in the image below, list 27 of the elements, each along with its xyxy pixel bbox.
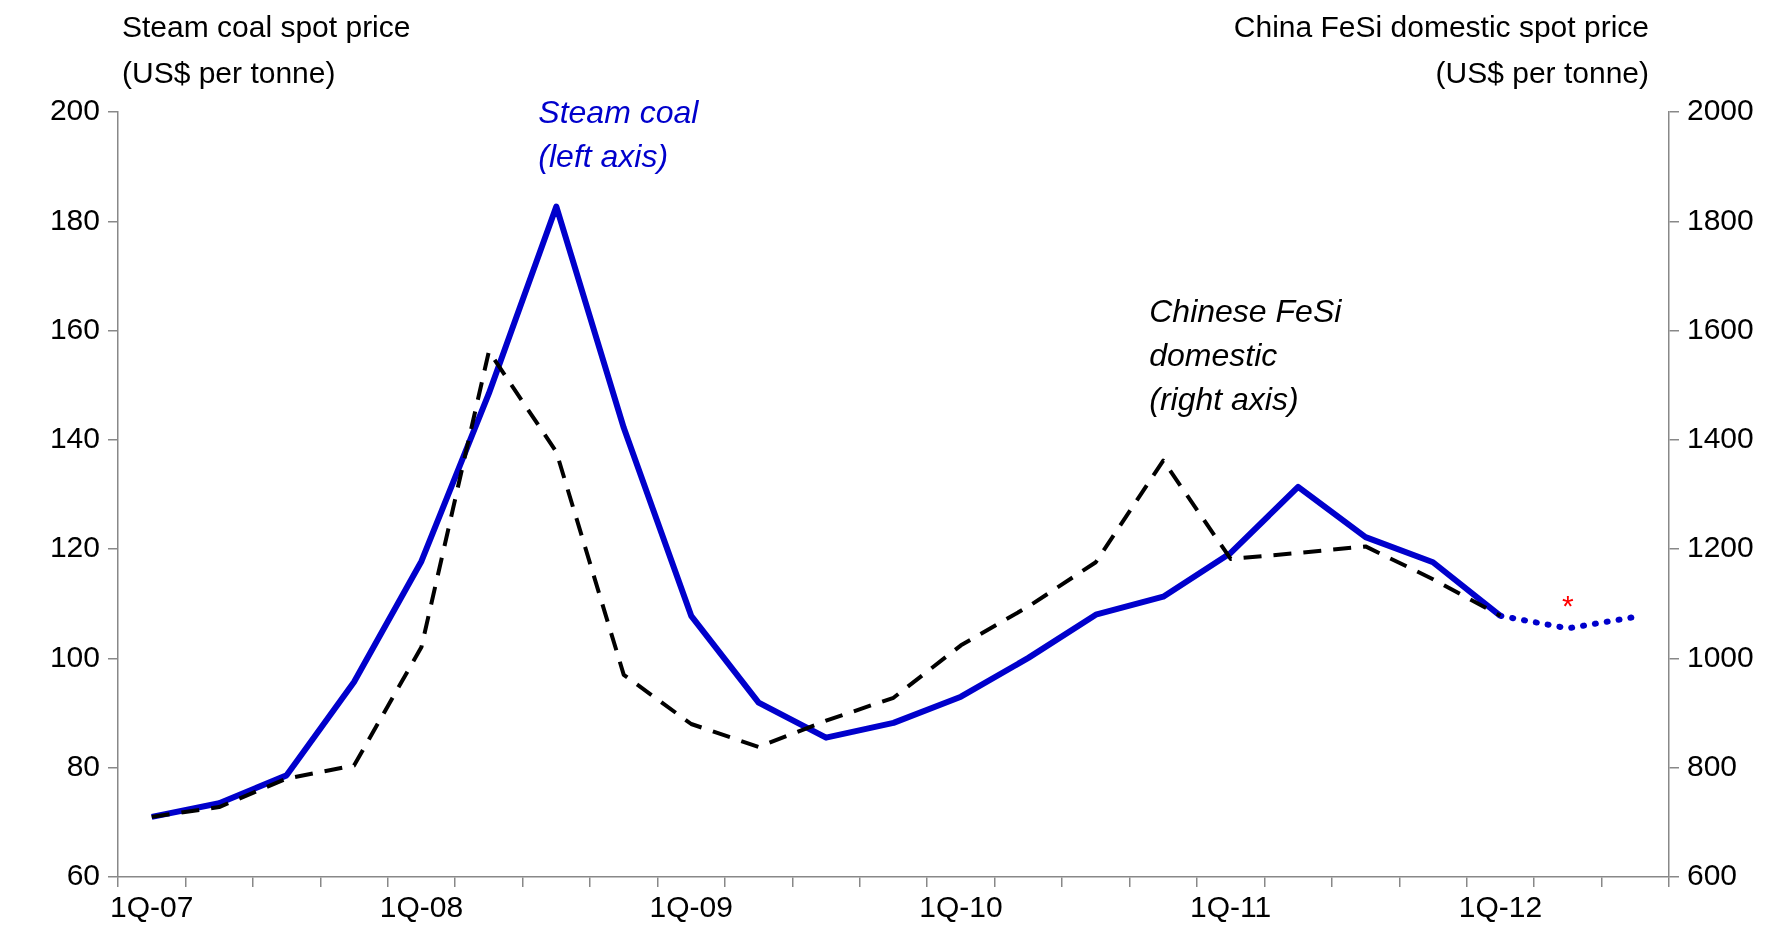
annotation: * bbox=[1562, 588, 1574, 622]
y2-tick-label: 1400 bbox=[1687, 421, 1754, 455]
y2-tick-label: 1000 bbox=[1687, 639, 1754, 673]
series-label: Chinese FeSi domestic (right axis) bbox=[1149, 292, 1343, 417]
y2-tick-label: 1800 bbox=[1687, 202, 1754, 236]
y-tick-label: 160 bbox=[49, 311, 100, 345]
x-tick-label: 1Q-08 bbox=[379, 890, 464, 924]
y-tick-label: 120 bbox=[49, 530, 100, 564]
y2-tick-label: 2000 bbox=[1687, 93, 1754, 127]
y-axis-title: Steam coal spot price (US$ per tonne) bbox=[122, 10, 411, 90]
x-tick-label: 1Q-10 bbox=[919, 890, 1003, 924]
series-label: Steam coal (left axis) bbox=[538, 93, 700, 174]
y2-tick-label: 800 bbox=[1687, 748, 1738, 782]
x-tick-label: 1Q-09 bbox=[649, 890, 733, 924]
y-tick-label: 60 bbox=[66, 858, 100, 892]
x-tick-label: 1Q-11 bbox=[1190, 890, 1272, 924]
y-tick-label: 140 bbox=[49, 421, 100, 455]
y2-tick-label: 600 bbox=[1687, 858, 1738, 892]
y2-tick-label: 1600 bbox=[1687, 311, 1754, 345]
y2-axis-title: China FeSi domestic spot price (US$ per tonne) bbox=[1233, 10, 1649, 90]
y-tick-label: 180 bbox=[49, 202, 100, 236]
y-tick-label: 80 bbox=[66, 748, 100, 782]
y-tick-label: 100 bbox=[49, 639, 100, 673]
y-tick-label: 200 bbox=[49, 93, 100, 127]
x-tick-label: 1Q-12 bbox=[1458, 890, 1543, 924]
x-tick-label: 1Q-07 bbox=[110, 890, 194, 924]
y2-tick-label: 1200 bbox=[1687, 530, 1754, 564]
